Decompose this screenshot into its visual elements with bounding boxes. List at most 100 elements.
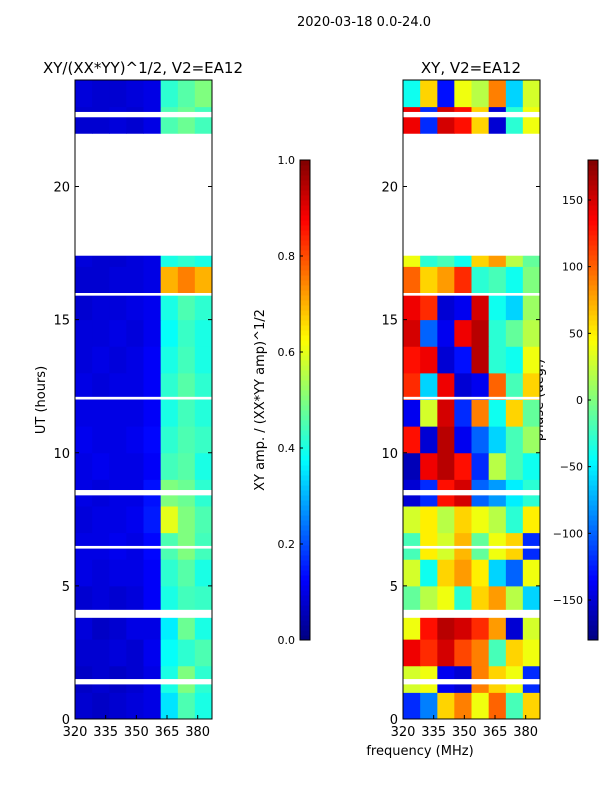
heatmap-cell bbox=[403, 639, 421, 667]
colorbar-segment bbox=[588, 340, 598, 346]
colorbar-tick-label: 50 bbox=[569, 327, 583, 340]
colorbar-segment bbox=[300, 335, 310, 341]
heatmap-cell bbox=[505, 559, 524, 587]
colorbar-tick-label: 0.4 bbox=[278, 442, 296, 455]
heatmap-cell bbox=[403, 452, 421, 480]
colorbar-segment bbox=[300, 495, 310, 501]
heatmap-cell bbox=[420, 266, 438, 294]
heatmap-cell bbox=[488, 452, 507, 480]
heatmap-cell bbox=[160, 426, 179, 454]
colorbar-segment bbox=[588, 440, 598, 446]
colorbar-segment bbox=[588, 185, 598, 191]
colorbar-segment bbox=[588, 475, 598, 481]
colorbar-segment bbox=[300, 605, 310, 611]
colorbar-segment bbox=[300, 435, 310, 441]
heatmap-cell bbox=[522, 426, 541, 454]
heatmap-cell bbox=[109, 559, 127, 587]
heatmap-cell bbox=[437, 80, 455, 108]
colorbar-segment bbox=[588, 580, 598, 586]
y-axis-label: UT (hours) bbox=[34, 366, 49, 434]
colorbar-segment bbox=[300, 615, 310, 621]
heatmap-cell bbox=[160, 585, 179, 613]
heatmap-cell bbox=[75, 293, 93, 321]
colorbar-segment bbox=[588, 550, 598, 556]
colorbar-segment bbox=[588, 190, 598, 196]
flagged-band bbox=[75, 396, 212, 400]
colorbar-segment bbox=[588, 330, 598, 336]
heatmap-cell bbox=[75, 372, 93, 400]
colorbar-segment bbox=[588, 480, 598, 486]
colorbar-segment bbox=[300, 310, 310, 316]
heatmap-cell bbox=[160, 506, 179, 534]
colorbar-segment bbox=[300, 470, 310, 476]
heatmap-cell bbox=[109, 506, 127, 534]
heatmap-cell bbox=[92, 612, 110, 640]
colorbar-segment bbox=[300, 315, 310, 321]
heatmap-cell bbox=[143, 399, 162, 427]
heatmap-cell bbox=[454, 639, 472, 667]
heatmap-cell bbox=[177, 80, 196, 108]
heatmap-cell bbox=[177, 106, 196, 134]
axes-frame bbox=[74, 79, 213, 720]
heatmap-cell bbox=[522, 80, 541, 108]
colorbar-segment bbox=[300, 280, 310, 286]
heatmap-cell bbox=[109, 452, 127, 480]
heatmap-cell bbox=[109, 266, 127, 294]
colorbar-segment bbox=[588, 220, 598, 226]
colorbar-segment bbox=[300, 185, 310, 191]
heatmap-cell bbox=[126, 293, 144, 321]
heatmap-cell bbox=[177, 319, 196, 347]
colorbar-segment bbox=[588, 425, 598, 431]
heatmap-cell bbox=[92, 372, 110, 400]
heatmap-cell bbox=[488, 106, 507, 134]
colorbar-segment bbox=[300, 225, 310, 231]
axes-frame bbox=[402, 79, 541, 720]
heatmap-cell bbox=[437, 319, 455, 347]
heatmap-cell bbox=[160, 293, 179, 321]
colorbar-segment bbox=[300, 460, 310, 466]
colorbar-segment bbox=[300, 565, 310, 571]
heatmap-cell bbox=[109, 319, 127, 347]
colorbar-segment bbox=[588, 375, 598, 381]
heatmap-cell bbox=[420, 426, 438, 454]
x-tick-label: 365 bbox=[155, 725, 180, 740]
colorbar-segment bbox=[300, 260, 310, 266]
colorbar-segment bbox=[300, 180, 310, 186]
colorbar-segment bbox=[300, 250, 310, 256]
heatmap-cell bbox=[177, 639, 196, 667]
heatmap-cell bbox=[471, 639, 490, 667]
heatmap-cell bbox=[143, 506, 162, 534]
x-tick-label: 380 bbox=[513, 725, 538, 740]
colorbar-segment bbox=[300, 270, 310, 276]
heatmap-cell bbox=[160, 559, 179, 587]
colorbar-segment bbox=[300, 195, 310, 201]
heatmap-cell bbox=[143, 106, 162, 134]
colorbar-segment bbox=[300, 215, 310, 221]
heatmap-cell bbox=[505, 639, 524, 667]
colorbar-segment bbox=[588, 170, 598, 176]
colorbar-segment bbox=[588, 540, 598, 546]
heatmap-cell bbox=[143, 293, 162, 321]
heatmap-cell bbox=[75, 452, 93, 480]
heatmap-cell bbox=[160, 452, 179, 480]
colorbar-segment bbox=[588, 570, 598, 576]
colorbar-tick-label: −50 bbox=[560, 461, 583, 474]
heatmap-cell bbox=[75, 585, 93, 613]
colorbar-segment bbox=[588, 500, 598, 506]
y-tick-label: 5 bbox=[390, 580, 398, 595]
colorbar-segment bbox=[300, 480, 310, 486]
heatmap-cell bbox=[522, 452, 541, 480]
colorbar-segment bbox=[588, 255, 598, 261]
heatmap-cell bbox=[471, 506, 490, 534]
heatmap-cell bbox=[505, 612, 524, 640]
heatmap-cell bbox=[194, 346, 213, 374]
heatmap-cell bbox=[403, 372, 421, 400]
heatmap-cell bbox=[488, 346, 507, 374]
colorbar-segment bbox=[300, 425, 310, 431]
colorbar-segment bbox=[588, 295, 598, 301]
heatmap-cell bbox=[143, 319, 162, 347]
colorbar-segment bbox=[300, 175, 310, 181]
flagged-band bbox=[75, 111, 212, 118]
heatmap-cell bbox=[109, 612, 127, 640]
heatmap-cell bbox=[160, 319, 179, 347]
